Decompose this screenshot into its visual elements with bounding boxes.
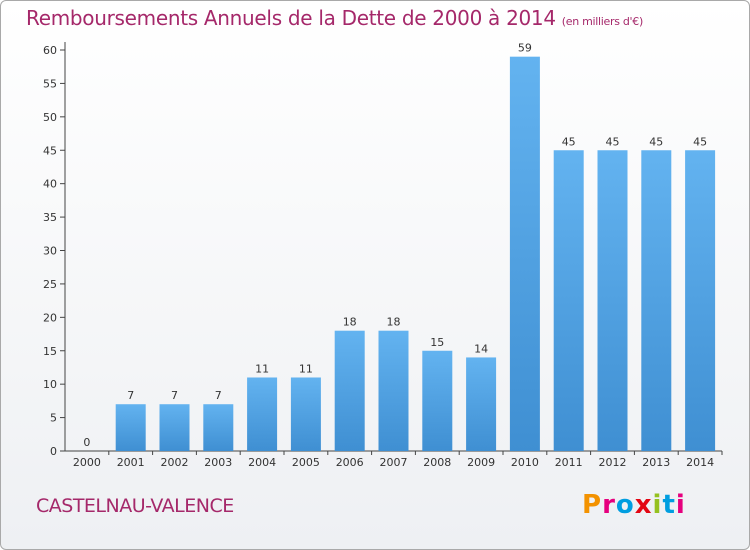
y-tick-label: 30 xyxy=(43,245,57,258)
bar xyxy=(553,150,584,451)
y-tick-label: 15 xyxy=(43,345,57,358)
x-tick-label: 2000 xyxy=(73,456,101,469)
x-tick-label: 2012 xyxy=(599,456,627,469)
logo-letter: t xyxy=(662,490,676,520)
bar xyxy=(597,150,628,451)
y-tick-label: 60 xyxy=(43,44,57,57)
bar xyxy=(159,404,190,451)
x-tick-label: 2002 xyxy=(161,456,189,469)
bar-value-label: 0 xyxy=(83,436,90,449)
bar xyxy=(466,357,497,451)
y-tick-label: 55 xyxy=(43,77,57,90)
chart-units: (en milliers d'€) xyxy=(561,15,643,28)
bar-value-label: 15 xyxy=(430,336,444,349)
logo-letter: r xyxy=(602,490,616,520)
x-tick-label: 2013 xyxy=(642,456,670,469)
x-tick-label: 2007 xyxy=(380,456,408,469)
bar-value-label: 7 xyxy=(127,389,134,402)
x-tick-label: 2011 xyxy=(555,456,583,469)
bar-value-label: 7 xyxy=(215,389,222,402)
bar xyxy=(685,150,716,451)
bar-value-label: 45 xyxy=(606,135,620,148)
bar-value-label: 45 xyxy=(562,135,576,148)
proxiti-logo: Proxiti xyxy=(582,490,686,520)
logo-letter: P xyxy=(582,490,603,520)
bar-value-label: 11 xyxy=(255,362,269,375)
x-tick-label: 2006 xyxy=(336,456,364,469)
x-tick-label: 2008 xyxy=(423,456,451,469)
bar xyxy=(422,350,453,451)
bar xyxy=(247,377,278,451)
y-tick-label: 20 xyxy=(43,311,57,324)
x-tick-label: 2001 xyxy=(117,456,145,469)
x-tick-label: 2010 xyxy=(511,456,539,469)
bar xyxy=(334,330,365,451)
x-tick-label: 2005 xyxy=(292,456,320,469)
y-tick-label: 35 xyxy=(43,211,57,224)
bar xyxy=(115,404,146,451)
bar xyxy=(641,150,672,451)
logo-letter: x xyxy=(634,490,653,520)
logo-letter: o xyxy=(615,490,635,520)
y-tick-label: 5 xyxy=(50,412,57,425)
bar-value-label: 7 xyxy=(171,389,178,402)
bar-value-label: 45 xyxy=(693,135,707,148)
y-tick-label: 25 xyxy=(43,278,57,291)
x-tick-label: 2009 xyxy=(467,456,495,469)
y-tick-label: 45 xyxy=(43,144,57,157)
x-tick-label: 2004 xyxy=(248,456,276,469)
commune-name: CASTELNAU-VALENCE xyxy=(36,495,234,517)
y-tick-label: 10 xyxy=(43,378,57,391)
bar-value-label: 59 xyxy=(518,42,532,55)
bar xyxy=(290,377,321,451)
bar-value-label: 11 xyxy=(299,362,313,375)
x-tick-label: 2003 xyxy=(204,456,232,469)
bar-value-label: 18 xyxy=(387,316,401,329)
chart-title: Remboursements Annuels de la Dette de 20… xyxy=(26,6,643,30)
bar-value-label: 45 xyxy=(649,135,663,148)
x-tick-label: 2014 xyxy=(686,456,714,469)
bar-value-label: 18 xyxy=(343,316,357,329)
logo-letter: i xyxy=(652,490,663,520)
y-tick-label: 0 xyxy=(50,445,57,458)
bar xyxy=(203,404,234,451)
bar xyxy=(378,330,409,451)
logo-letter: i xyxy=(675,490,686,520)
chart-title-text: Remboursements Annuels de la Dette de 20… xyxy=(26,6,556,30)
bar xyxy=(509,56,540,451)
bar-value-label: 14 xyxy=(474,342,488,355)
y-tick-label: 50 xyxy=(43,111,57,124)
y-tick-label: 40 xyxy=(43,178,57,191)
